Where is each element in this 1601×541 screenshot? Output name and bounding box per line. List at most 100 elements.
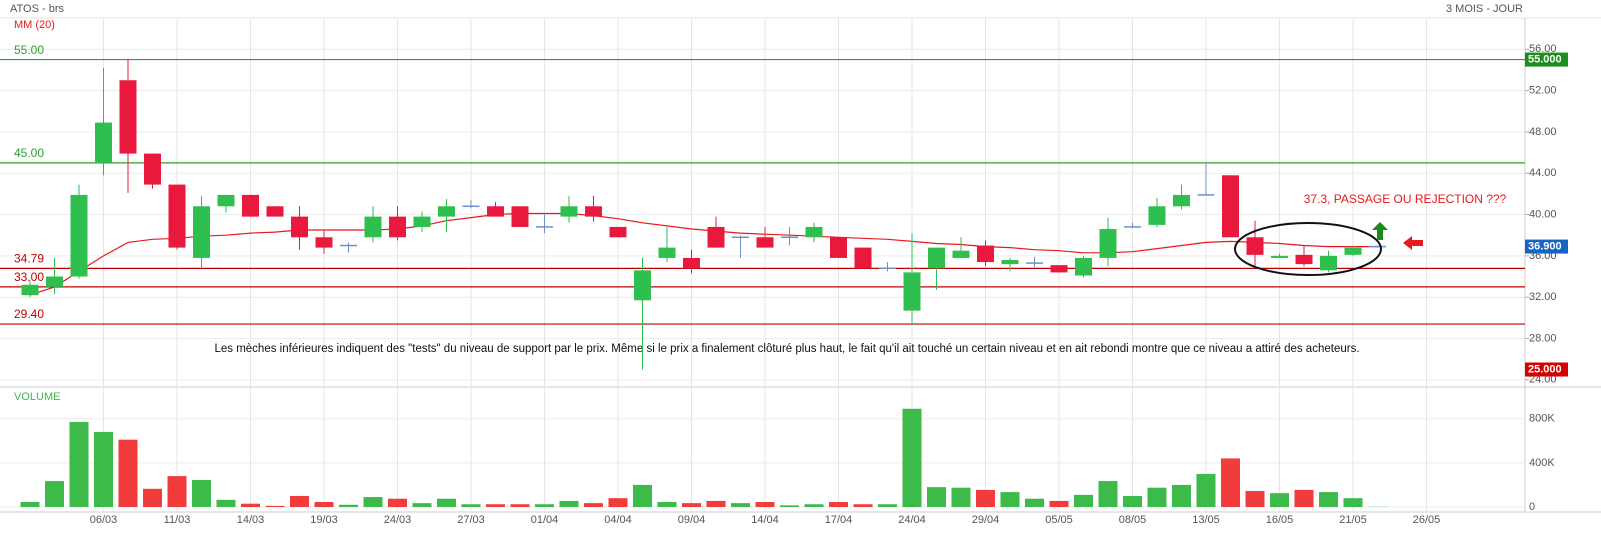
x-tick-label: 19/03 xyxy=(310,514,338,526)
volume-bar xyxy=(1123,495,1142,507)
candle-body xyxy=(1124,226,1141,228)
volume-bar xyxy=(45,481,64,507)
volume-bar xyxy=(118,439,138,507)
y-tick-label: 40.00 xyxy=(1529,208,1557,220)
volume-bar xyxy=(878,504,897,507)
level-label: 33.00 xyxy=(14,270,44,284)
volume-bar xyxy=(388,498,407,507)
candle-body xyxy=(634,270,651,301)
candle-body xyxy=(952,250,970,258)
volume-bar xyxy=(1319,492,1338,507)
candle-body xyxy=(781,236,798,239)
volume-bar xyxy=(1270,493,1289,507)
price-marker-label: 55.000 xyxy=(1528,53,1562,65)
volume-bar xyxy=(314,502,334,507)
candle-body xyxy=(1197,194,1215,196)
level-label: 29.40 xyxy=(14,307,44,321)
candle-body xyxy=(928,247,945,269)
volume-bar xyxy=(804,504,824,507)
volume-bar xyxy=(20,502,40,507)
volume-title: VOLUME xyxy=(14,391,60,403)
candle-body xyxy=(683,257,700,269)
x-tick-label: 04/04 xyxy=(604,514,632,526)
candle-body xyxy=(609,226,627,238)
candle-body xyxy=(1001,260,1019,265)
candle-body xyxy=(732,236,749,239)
volume-bar xyxy=(437,498,456,507)
candle-body xyxy=(707,226,725,248)
candle-body xyxy=(340,244,357,247)
x-tick-label: 01/04 xyxy=(531,514,559,526)
y-tick-label: 52.00 xyxy=(1529,84,1557,96)
volume-bar xyxy=(780,505,799,507)
candle-body xyxy=(756,237,774,248)
volume-bar xyxy=(633,484,652,507)
y-tick-label: 48.00 xyxy=(1529,126,1557,138)
volume-bar xyxy=(461,504,481,507)
volume-bar xyxy=(1196,473,1216,507)
volume-bar xyxy=(853,504,873,507)
volume-bar xyxy=(755,502,775,507)
volume-bar xyxy=(927,487,946,507)
candle-body xyxy=(242,194,259,217)
volume-bar xyxy=(241,503,260,507)
volume-bar xyxy=(682,503,701,507)
volume-bar xyxy=(559,500,579,507)
annotation: Les mèches inférieures indiquent des "te… xyxy=(214,343,1359,355)
candle-body xyxy=(1320,255,1337,271)
candle-body xyxy=(462,205,480,208)
volume-bar xyxy=(69,422,89,507)
y-tick-label: 56.00 xyxy=(1529,43,1557,55)
volume-bar xyxy=(829,502,848,507)
candle-body xyxy=(95,122,112,163)
price-marker xyxy=(1525,52,1568,67)
x-tick-label: 06/03 xyxy=(90,514,118,526)
price-marker-label: 25.000 xyxy=(1528,363,1562,375)
volume-bar xyxy=(1343,498,1363,507)
volume-bar xyxy=(216,499,236,507)
candle-body xyxy=(46,276,63,287)
volume-bar xyxy=(1221,458,1240,507)
volume-bar xyxy=(1098,481,1118,507)
left-arrow xyxy=(1403,236,1423,250)
x-tick-label: 05/05 xyxy=(1045,514,1073,526)
x-tick-label: 24/03 xyxy=(384,514,412,526)
volume-bar xyxy=(584,503,603,507)
volume-bar xyxy=(1147,487,1167,507)
candle-body xyxy=(585,206,602,217)
volume-bar xyxy=(608,498,628,507)
candle-body xyxy=(977,245,994,263)
volume-bar xyxy=(486,504,505,507)
candle-body xyxy=(1026,262,1043,264)
level-label: 45.00 xyxy=(14,146,44,160)
candle-body xyxy=(560,206,578,217)
volume-bar xyxy=(412,503,432,507)
candle-body xyxy=(1173,194,1190,207)
volume-bar xyxy=(94,431,113,507)
volume-bar xyxy=(731,503,750,507)
level-label: 34.79 xyxy=(14,252,44,266)
candle-body xyxy=(487,206,504,217)
candle-body xyxy=(193,206,210,258)
y-tick-label: 32.00 xyxy=(1529,291,1557,303)
volume-bar xyxy=(265,505,285,507)
annotation: 37.3, PASSAGE OU REJECTION ??? xyxy=(1304,192,1507,206)
x-tick-label: 14/03 xyxy=(237,514,265,526)
volume-bar xyxy=(1074,494,1093,507)
volume-bar xyxy=(1172,484,1191,507)
y-tick-label: 24.00 xyxy=(1529,374,1557,386)
x-tick-label: 14/04 xyxy=(751,514,779,526)
volume-bar xyxy=(1294,489,1314,507)
y-tick-label: 800K xyxy=(1529,413,1555,425)
volume-bar xyxy=(1049,500,1069,507)
volume-bar xyxy=(706,500,726,507)
chart-title: ATOS - brs xyxy=(10,3,64,15)
candle-body xyxy=(1099,229,1117,258)
volume-bar xyxy=(339,504,358,507)
candle-body xyxy=(1295,254,1313,265)
candle-body xyxy=(21,284,39,296)
candle-body xyxy=(903,272,921,311)
